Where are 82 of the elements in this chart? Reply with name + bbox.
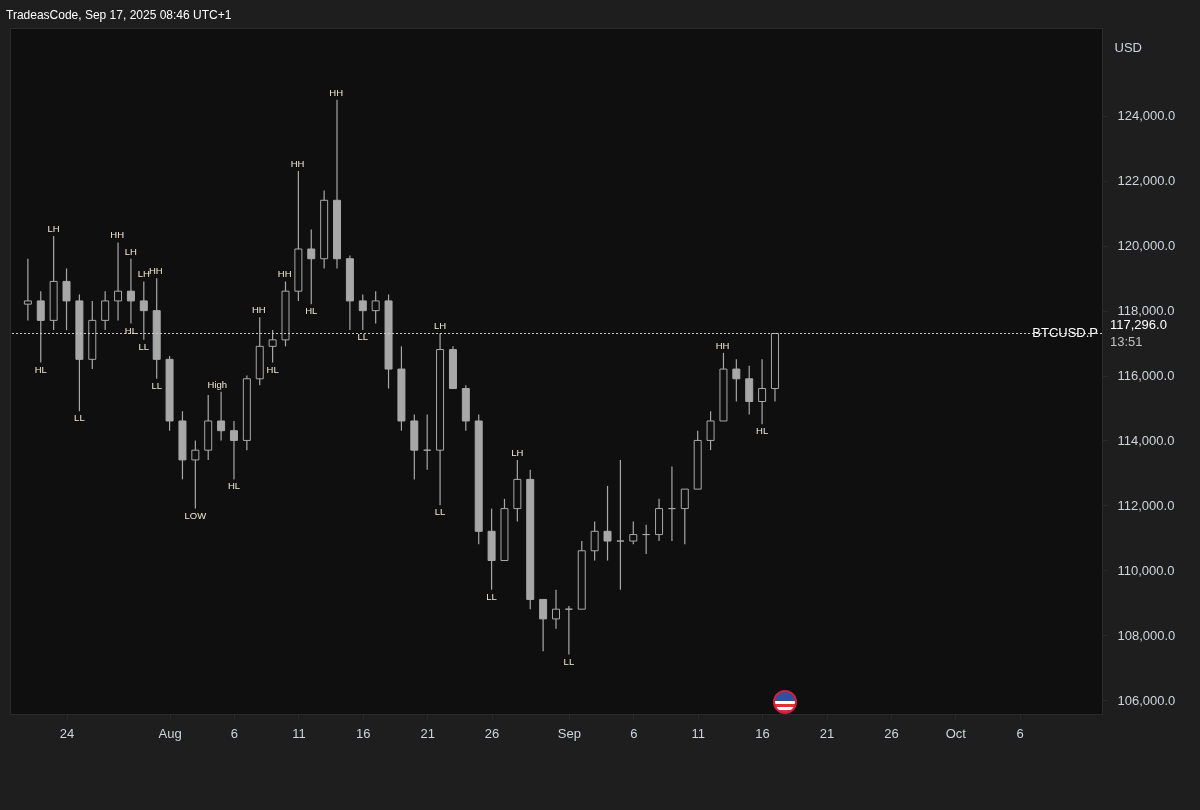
annotation: LH [137, 268, 150, 280]
annotation: LH [433, 320, 447, 332]
candlestick [629, 520, 638, 545]
candlestick [758, 358, 767, 425]
chart-title: TradeasCode, Sep 17, 2025 08:46 UTC+1 [6, 8, 232, 22]
y-tick-label: 116,000.0 [1117, 368, 1175, 384]
candlestick [680, 488, 689, 545]
text: 117,296.0 [1110, 317, 1167, 333]
annotation: HL [266, 363, 279, 375]
annotation: LH [511, 446, 524, 458]
candlestick [371, 290, 380, 325]
annotation: LL [486, 590, 497, 602]
candlestick [268, 329, 277, 364]
candlestick [603, 485, 612, 562]
candlestick [616, 459, 625, 591]
candlestick [358, 293, 367, 331]
candlestick [36, 290, 45, 364]
x-tick-label: Sep [557, 725, 581, 741]
x-tick-label: 24 [59, 725, 75, 741]
candlestick [126, 258, 135, 325]
annotation: LL [74, 412, 85, 424]
y-tick-label: 118,000.0 [1117, 303, 1175, 319]
x-tick-label: 21 [819, 725, 835, 741]
y-tick-label: 110,000.0 [1117, 562, 1175, 578]
annotation: HH [148, 265, 163, 277]
annotation: HH [252, 304, 266, 316]
candlestick [732, 358, 741, 403]
x-tick-label: Oct [945, 725, 967, 741]
text: 13:51 [1110, 334, 1143, 350]
annotation: LH [124, 245, 138, 257]
candlestick [539, 598, 548, 652]
candlestick [229, 420, 238, 480]
candlestick [552, 589, 560, 630]
x-tick-label: 11 [292, 725, 306, 741]
candlestick [745, 365, 754, 416]
annotation: LL [434, 506, 446, 518]
candlestick [217, 391, 226, 442]
y-tick-label: 122,000.0 [1117, 173, 1176, 189]
annotation: HH [715, 339, 730, 351]
x-tick-label: 6 [630, 725, 638, 741]
annotation: LL [151, 379, 162, 391]
y-tick-label: 114,000.0 [1117, 432, 1175, 448]
candlestick [62, 267, 71, 331]
annotation: HL [227, 480, 241, 492]
annotation: HL [305, 305, 318, 317]
annotation: LL [357, 331, 369, 343]
annotation: HH [110, 229, 125, 241]
y-tick-label: 108,000.0 [1117, 627, 1176, 643]
y-axis-title: USD [1114, 39, 1142, 55]
x-tick-label: Aug [158, 725, 182, 741]
annotation: HH [277, 268, 292, 280]
x-tick-label: 26 [484, 725, 500, 741]
annotation: LH [47, 223, 60, 235]
x-tick-label: 16 [356, 725, 371, 741]
x-tick-label: 21 [420, 725, 435, 741]
candlestick [307, 228, 316, 305]
annotation: LOW [184, 509, 207, 521]
candlestick [590, 520, 599, 562]
y-tick-label: 120,000.0 [1117, 238, 1176, 254]
y-tick-label: 124,000.0 [1117, 108, 1176, 124]
ref-line-label: BTCUSD.P [1032, 325, 1098, 341]
annotation: HL [756, 425, 769, 437]
x-tick-label: 6 [1016, 725, 1024, 741]
candlestick [191, 439, 200, 510]
y-tick-label: 106,000.0 [1117, 692, 1176, 708]
candlestick [706, 410, 715, 451]
x-tick-label: 6 [230, 725, 239, 741]
candlestick [114, 241, 123, 321]
annotation: HH [329, 86, 344, 98]
x-tick-label: 11 [691, 725, 705, 741]
y-tick-label: 112,000.0 [1117, 497, 1175, 513]
annotation: High [207, 378, 228, 390]
x-tick-label: 16 [755, 725, 770, 741]
x-tick-label: 26 [884, 725, 899, 741]
annotation: HL [124, 324, 138, 336]
annotation: LL [563, 655, 575, 667]
candlestick [139, 280, 148, 341]
annotation: LL [138, 340, 150, 352]
candlestick [23, 258, 32, 321]
candlestick [101, 290, 110, 331]
annotation: HH [290, 158, 305, 170]
annotation: HL [34, 363, 47, 375]
